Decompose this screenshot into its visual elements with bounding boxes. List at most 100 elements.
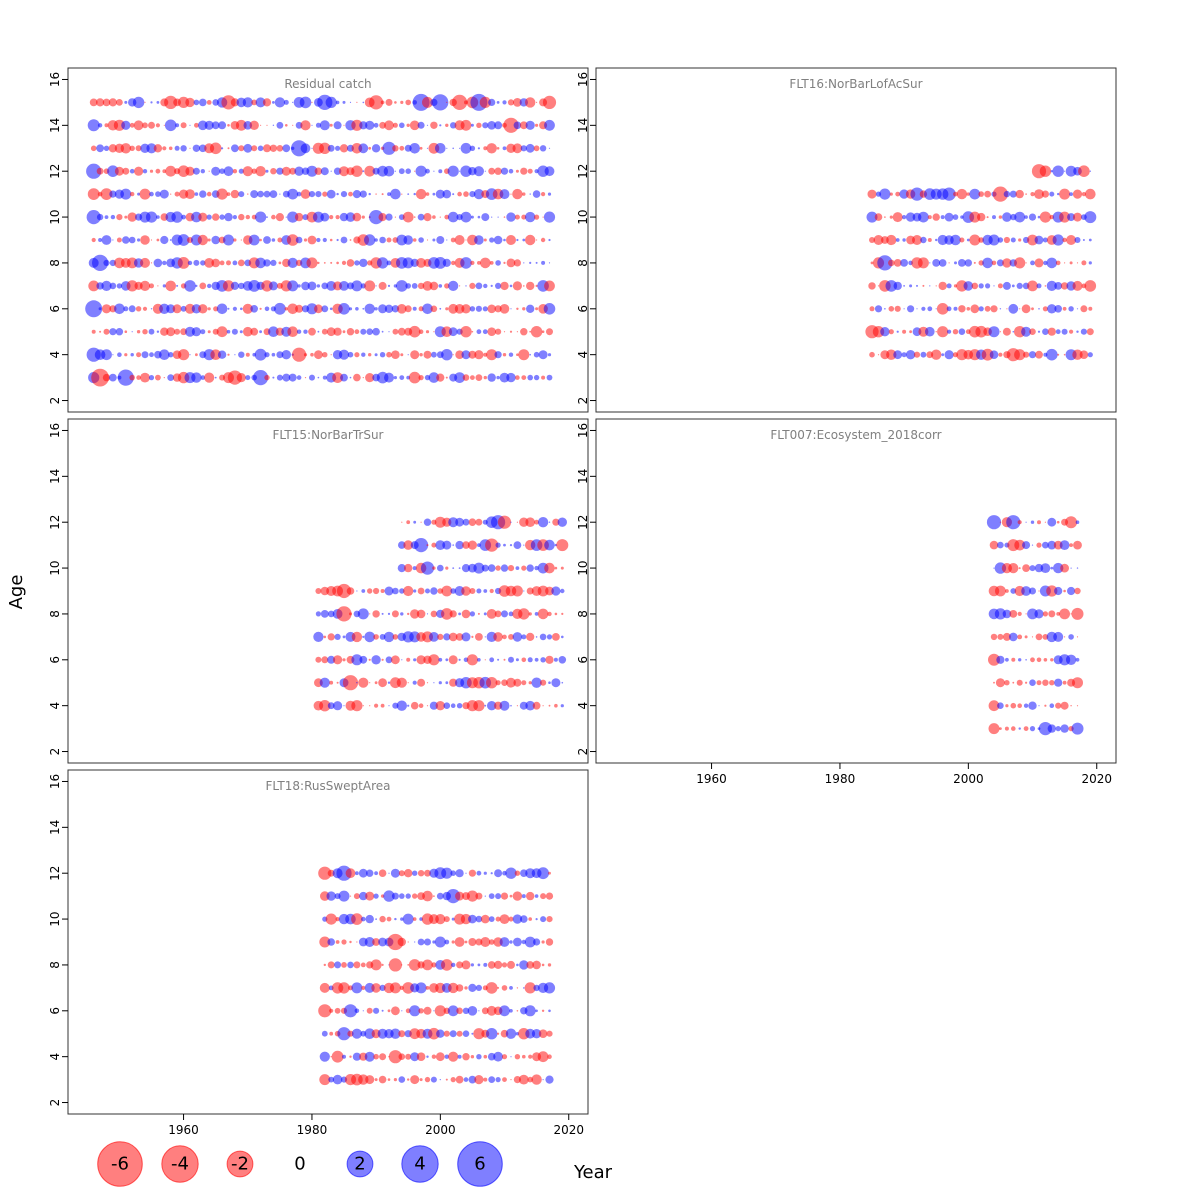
bubble bbox=[486, 1028, 498, 1040]
bubble bbox=[992, 215, 996, 220]
bubble bbox=[1021, 586, 1031, 596]
bubble bbox=[1062, 306, 1067, 311]
bubble bbox=[521, 939, 526, 945]
bubble bbox=[297, 284, 301, 288]
bubble bbox=[528, 612, 532, 616]
bubble bbox=[537, 517, 549, 528]
bubble bbox=[296, 375, 302, 380]
bubble bbox=[416, 258, 426, 268]
bubble bbox=[1022, 541, 1031, 550]
bubble bbox=[509, 544, 513, 547]
bubble bbox=[439, 124, 442, 127]
bubble bbox=[308, 191, 316, 198]
bubble bbox=[451, 917, 455, 921]
bubble bbox=[264, 352, 270, 358]
bubble bbox=[544, 119, 555, 131]
bubble bbox=[189, 354, 191, 356]
bubble bbox=[1016, 282, 1023, 289]
bubble bbox=[356, 101, 358, 103]
bubble bbox=[459, 170, 461, 172]
bubble bbox=[369, 682, 371, 684]
bubble bbox=[240, 307, 243, 311]
bubble bbox=[287, 188, 299, 200]
bubble bbox=[998, 215, 1003, 219]
bubble bbox=[1036, 657, 1042, 663]
bubble bbox=[529, 330, 532, 333]
bubble bbox=[444, 283, 450, 289]
bubble bbox=[548, 1009, 551, 1013]
bubble bbox=[519, 701, 528, 710]
bubble bbox=[523, 544, 525, 546]
bubble bbox=[484, 636, 486, 638]
bubble bbox=[516, 705, 519, 707]
bubble bbox=[1036, 283, 1042, 289]
bubble bbox=[1062, 237, 1067, 243]
bubble bbox=[311, 147, 313, 149]
bubble bbox=[1063, 353, 1066, 356]
bubble bbox=[116, 237, 122, 243]
bubble bbox=[502, 353, 507, 357]
bubble bbox=[174, 328, 181, 335]
bubble bbox=[200, 329, 206, 335]
bubble bbox=[426, 544, 429, 547]
bubble bbox=[135, 145, 142, 152]
bubble bbox=[335, 940, 340, 944]
bubble bbox=[886, 349, 897, 360]
bubble bbox=[199, 282, 207, 290]
bubble bbox=[445, 658, 449, 662]
bubble bbox=[455, 891, 465, 901]
bubble bbox=[398, 1053, 406, 1060]
bubble bbox=[364, 1051, 375, 1062]
bubble bbox=[315, 656, 322, 663]
bubble bbox=[311, 101, 313, 103]
bubble bbox=[286, 234, 299, 246]
bubble bbox=[459, 285, 461, 287]
bubble bbox=[374, 681, 378, 685]
bubble bbox=[506, 372, 516, 383]
bubble bbox=[418, 237, 424, 243]
bubble bbox=[545, 1075, 554, 1084]
bubble bbox=[401, 659, 403, 661]
bubble bbox=[451, 260, 456, 266]
bubble bbox=[412, 238, 417, 242]
bubble bbox=[351, 119, 363, 131]
bubble bbox=[129, 374, 135, 381]
bubble bbox=[364, 631, 376, 643]
bubble bbox=[1002, 609, 1012, 619]
bubble bbox=[527, 657, 533, 663]
bubble bbox=[320, 167, 329, 176]
bubble bbox=[340, 373, 348, 382]
bubble bbox=[521, 680, 527, 686]
bubble bbox=[470, 963, 474, 967]
bubble bbox=[516, 353, 519, 357]
bubble bbox=[410, 1075, 420, 1085]
bubble bbox=[526, 632, 535, 642]
bubble bbox=[533, 374, 540, 381]
bubble bbox=[1065, 516, 1078, 529]
bubble bbox=[103, 259, 110, 266]
bubble bbox=[1018, 238, 1022, 242]
y-tick-label: 16 bbox=[48, 774, 62, 789]
bubble bbox=[404, 305, 412, 313]
bubble bbox=[448, 280, 459, 291]
bubble bbox=[992, 186, 1009, 202]
bubble bbox=[365, 120, 375, 130]
bubble bbox=[1053, 562, 1064, 574]
bubble bbox=[405, 1053, 412, 1060]
bubble bbox=[287, 326, 299, 338]
bubble bbox=[238, 191, 245, 198]
bubble bbox=[935, 331, 937, 333]
bubble bbox=[526, 961, 534, 969]
y-tick-label: 12 bbox=[576, 164, 590, 179]
bubble bbox=[417, 282, 425, 290]
bubble bbox=[458, 612, 461, 616]
bubble bbox=[884, 216, 886, 218]
bubble bbox=[142, 122, 148, 129]
bubble bbox=[359, 891, 368, 901]
bubble bbox=[373, 1007, 380, 1014]
bubble bbox=[156, 238, 160, 242]
bubble bbox=[426, 613, 429, 615]
bubble bbox=[238, 282, 245, 290]
bubble bbox=[268, 281, 278, 291]
